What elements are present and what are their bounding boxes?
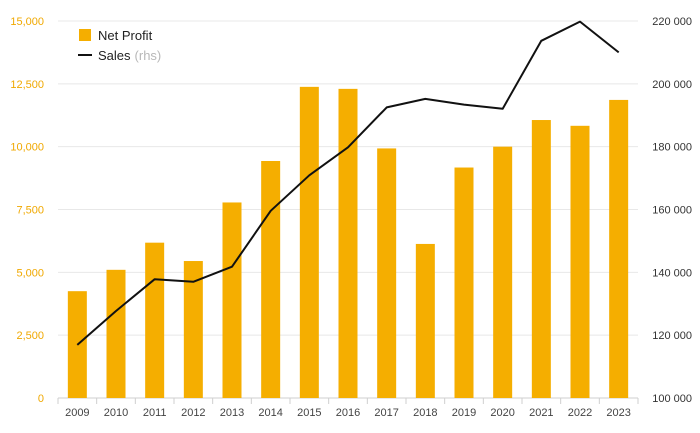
bar-net-profit-2020 — [493, 146, 513, 398]
bar-net-profit-2010 — [106, 269, 126, 398]
x-tick-label: 2020 — [490, 407, 514, 419]
left-tick-label: 7,500 — [16, 205, 44, 217]
left-tick-label: 15,000 — [10, 16, 44, 28]
legend-label-sales: Sales (rhs) — [98, 48, 161, 63]
x-axis-ticks: 2009 2010 2011 2012 2013 2014 2015 2016 2017 2018… — [65, 407, 631, 419]
x-tick-label: 2010 — [104, 407, 128, 419]
bar-net-profit-2018 — [415, 243, 435, 398]
bar-net-profit-2015 — [299, 86, 319, 398]
left-tick-label: 2,500 — [16, 330, 44, 342]
left-tick-label: 0 — [38, 393, 44, 405]
legend-label-net-profit: Net Profit — [98, 28, 153, 43]
x-tick-label: 2023 — [606, 407, 630, 419]
x-tick-label: 2014 — [258, 407, 282, 419]
bar-net-profit-2022 — [570, 125, 590, 398]
legend: Net Profit Sales (rhs) — [78, 28, 161, 63]
right-tick-label: 120 000 — [652, 330, 692, 342]
left-tick-label: 5,000 — [16, 267, 44, 279]
x-tick-label: 2019 — [452, 407, 476, 419]
bar-net-profit-2023 — [609, 99, 629, 398]
x-tick-label: 2018 — [413, 407, 437, 419]
x-tick-label: 2016 — [336, 407, 360, 419]
bar-net-profit-2013 — [222, 202, 242, 398]
right-axis-ticks: 100 000 120 000 140 000 160 000 180 000 200 0… — [652, 16, 692, 405]
bar-net-profit-2021 — [531, 120, 551, 398]
x-tick-label: 2017 — [374, 407, 398, 419]
x-tick-label: 2012 — [181, 407, 205, 419]
right-tick-label: 160 000 — [652, 205, 692, 217]
x-tick-label: 2022 — [568, 407, 592, 419]
x-tick-label: 2021 — [529, 407, 553, 419]
left-tick-label: 12,500 — [10, 79, 44, 91]
sales-line — [76, 20, 620, 346]
bar-net-profit-2017 — [377, 148, 397, 398]
legend-swatch-net-profit — [79, 29, 91, 41]
right-tick-label: 100 000 — [652, 393, 692, 405]
x-tick-label: 2009 — [65, 407, 89, 419]
bar-net-profit-2019 — [454, 167, 474, 398]
left-tick-label: 10,000 — [10, 142, 44, 154]
legend-label-sales-name: Sales — [98, 48, 131, 63]
right-tick-label: 220 000 — [652, 16, 692, 28]
right-tick-label: 140 000 — [652, 267, 692, 279]
bar-net-profit-2016 — [338, 88, 358, 399]
x-tick-label: 2013 — [220, 407, 244, 419]
bar-net-profit-2011 — [145, 242, 165, 398]
net-profit-bars — [67, 86, 629, 399]
bar-net-profit-2012 — [183, 261, 203, 398]
x-tick-label: 2015 — [297, 407, 321, 419]
right-tick-label: 180 000 — [652, 142, 692, 154]
legend-label-sales-hint: (rhs) — [135, 48, 162, 63]
left-axis-ticks: 0 2,500 5,000 7,500 10,000 12,500 15,000 — [10, 16, 44, 405]
sales-line-group — [76, 20, 620, 346]
right-tick-label: 200 000 — [652, 79, 692, 91]
x-tick-label: 2011 — [143, 407, 167, 419]
bar-net-profit-2014 — [261, 160, 281, 398]
